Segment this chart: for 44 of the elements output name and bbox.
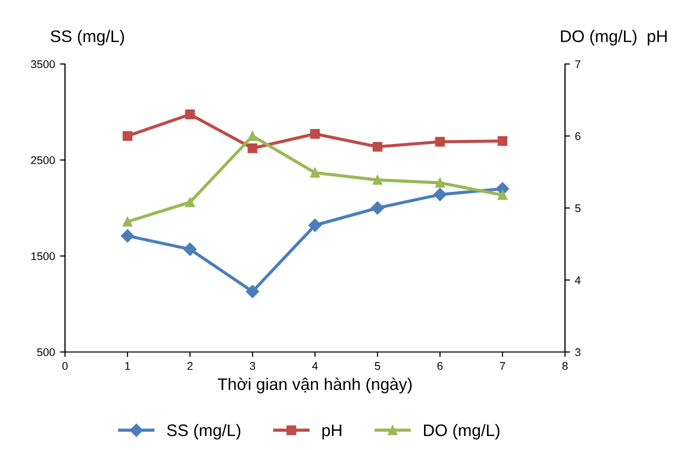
point	[435, 136, 445, 147]
point	[435, 178, 445, 188]
point	[498, 190, 508, 200]
legend-label: pH	[322, 424, 342, 440]
y2-tick-label: 3	[575, 348, 580, 356]
point	[185, 110, 195, 120]
point	[433, 188, 447, 202]
point	[248, 131, 258, 141]
y-tick-label: 1500	[31, 252, 55, 260]
x-tick-label: 6	[437, 362, 443, 370]
x-tick-label: 0	[62, 362, 68, 370]
x-tick-label: 7	[500, 362, 506, 370]
y-tick-label: 3500	[30, 60, 55, 68]
point	[185, 197, 195, 208]
x-tick-label: 2	[187, 362, 193, 370]
point	[183, 242, 197, 256]
x-tick-label: 8	[562, 362, 568, 370]
y-axis-title: SS (mg/L)	[50, 30, 124, 46]
point	[122, 131, 132, 141]
y-tick-label: 500	[37, 348, 55, 356]
y2-axis-title: DO (mg/L) pH	[561, 30, 667, 46]
point	[310, 168, 320, 178]
point	[498, 136, 508, 146]
x-tick-label: 1	[125, 362, 130, 370]
x-axis-title: Thời gian vận hành (ngày)	[218, 378, 412, 394]
point	[248, 143, 258, 154]
x-tick-label: 4	[312, 362, 318, 370]
y2-tick-label: 6	[575, 132, 580, 140]
point	[122, 216, 132, 227]
x-tick-label: 3	[250, 362, 256, 370]
y-tick-label: 2500	[31, 156, 55, 164]
point	[120, 229, 134, 242]
point	[372, 142, 382, 152]
point	[308, 218, 322, 232]
y2-tick-label: 4	[574, 276, 581, 284]
y2-tick-label: 7	[575, 60, 580, 68]
point	[310, 128, 320, 139]
point	[372, 175, 382, 185]
point	[370, 201, 384, 215]
point	[246, 284, 260, 298]
legend-label: DO (mg/L)	[424, 424, 500, 440]
x-tick-label: 5	[374, 362, 380, 370]
y2-tick-label: 5	[575, 204, 580, 212]
legend-label: SS (mg/L)	[167, 424, 240, 440]
